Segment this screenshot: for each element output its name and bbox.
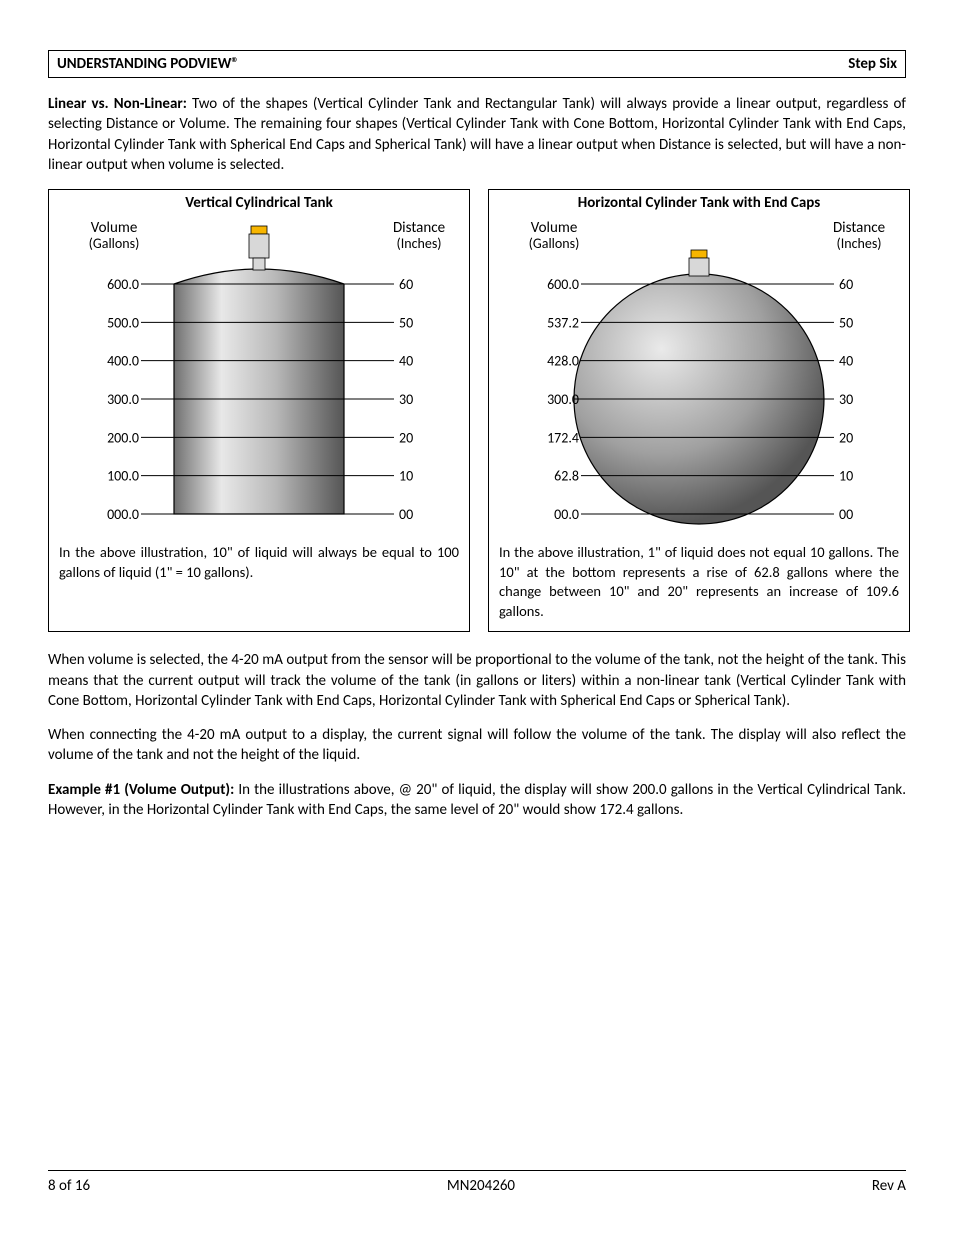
horizontal-tank-shape	[574, 250, 824, 524]
tick-distance-label: 20	[839, 429, 853, 446]
footer-left: 8 of 16	[48, 1177, 90, 1195]
vertical-caption: In the above illustration, 10" of liquid…	[59, 543, 459, 582]
v-left-sub: (Gallons)	[89, 235, 140, 252]
tick-distance-label: 30	[839, 391, 853, 408]
tick-volume-label: 400.0	[107, 353, 139, 370]
horizontal-tank-box: Horizontal Cylinder Tank with End Caps V…	[488, 189, 910, 632]
header-step: Step Six	[848, 55, 897, 73]
tick-volume-label: 00.0	[554, 506, 579, 523]
vertical-tank-diagram: Volume (Gallons) Distance (Inches) 600.0…	[59, 214, 459, 539]
sensor-cap-icon	[691, 250, 707, 258]
tick-volume-label: 537.2	[547, 314, 579, 331]
tick-distance-label: 00	[399, 506, 413, 523]
tick-volume-label: 600.0	[107, 276, 139, 293]
h-left-sub: (Gallons)	[529, 235, 580, 252]
tick-volume-label: 600.0	[547, 276, 579, 293]
example-paragraph: Example #1 (Volume Output): In the illus…	[48, 780, 906, 821]
para-connecting: When connecting the 4-20 mA output to a …	[48, 725, 906, 766]
tick-distance-label: 40	[839, 353, 853, 370]
tick-volume-label: 500.0	[107, 314, 139, 331]
tick-volume-label: 172.4	[547, 429, 579, 446]
diagrams-row: Vertical Cylindrical Tank Volume (Gallon…	[48, 189, 906, 632]
tick-distance-label: 20	[399, 429, 413, 446]
header-title: UNDERSTANDING PODVIEW®	[57, 55, 239, 73]
vertical-tank-title: Vertical Cylindrical Tank	[59, 194, 459, 212]
tick-distance-label: 10	[839, 468, 853, 485]
tick-distance-label: 60	[839, 276, 853, 293]
para-volume-selected: When volume is selected, the 4-20 mA out…	[48, 650, 906, 711]
tick-distance-label: 40	[399, 353, 413, 370]
sensor-body-icon	[249, 234, 269, 258]
intro-lead: Linear vs. Non-Linear:	[48, 95, 187, 113]
footer-center: MN204260	[447, 1177, 515, 1195]
horizontal-caption: In the above illustration, 1" of liquid …	[499, 543, 899, 621]
tick-volume-label: 100.0	[107, 468, 139, 485]
tick-volume-label: 62.8	[554, 468, 579, 485]
h-right-sub: (Inches)	[836, 235, 881, 252]
tick-distance-label: 10	[399, 468, 413, 485]
tick-distance-label: 50	[399, 314, 413, 331]
vertical-tank-shape	[174, 226, 344, 514]
vertical-tank-box: Vertical Cylindrical Tank Volume (Gallon…	[48, 189, 470, 632]
page-footer: 8 of 16 MN204260 Rev A	[48, 1170, 906, 1195]
footer-right: Rev A	[872, 1177, 906, 1195]
sensor-body-icon	[689, 258, 709, 276]
section-header: UNDERSTANDING PODVIEW® Step Six	[48, 50, 906, 78]
v-right-sub: (Inches)	[396, 235, 441, 252]
sensor-cap-icon	[251, 226, 267, 234]
tick-distance-label: 00	[839, 506, 853, 523]
horizontal-tank-title: Horizontal Cylinder Tank with End Caps	[499, 194, 899, 212]
example-lead: Example #1 (Volume Output):	[48, 781, 234, 799]
tick-volume-label: 200.0	[107, 429, 139, 446]
tick-volume-label: 000.0	[107, 506, 139, 523]
horizontal-tank-diagram: Volume (Gallons) Distance (Inches) 600.0…	[499, 214, 899, 539]
tick-distance-label: 30	[399, 391, 413, 408]
tick-volume-label: 428.0	[547, 353, 579, 370]
tick-volume-label: 300.0	[107, 391, 139, 408]
intro-paragraph: Linear vs. Non-Linear: Two of the shapes…	[48, 94, 906, 175]
tick-distance-label: 60	[399, 276, 413, 293]
tick-distance-label: 50	[839, 314, 853, 331]
